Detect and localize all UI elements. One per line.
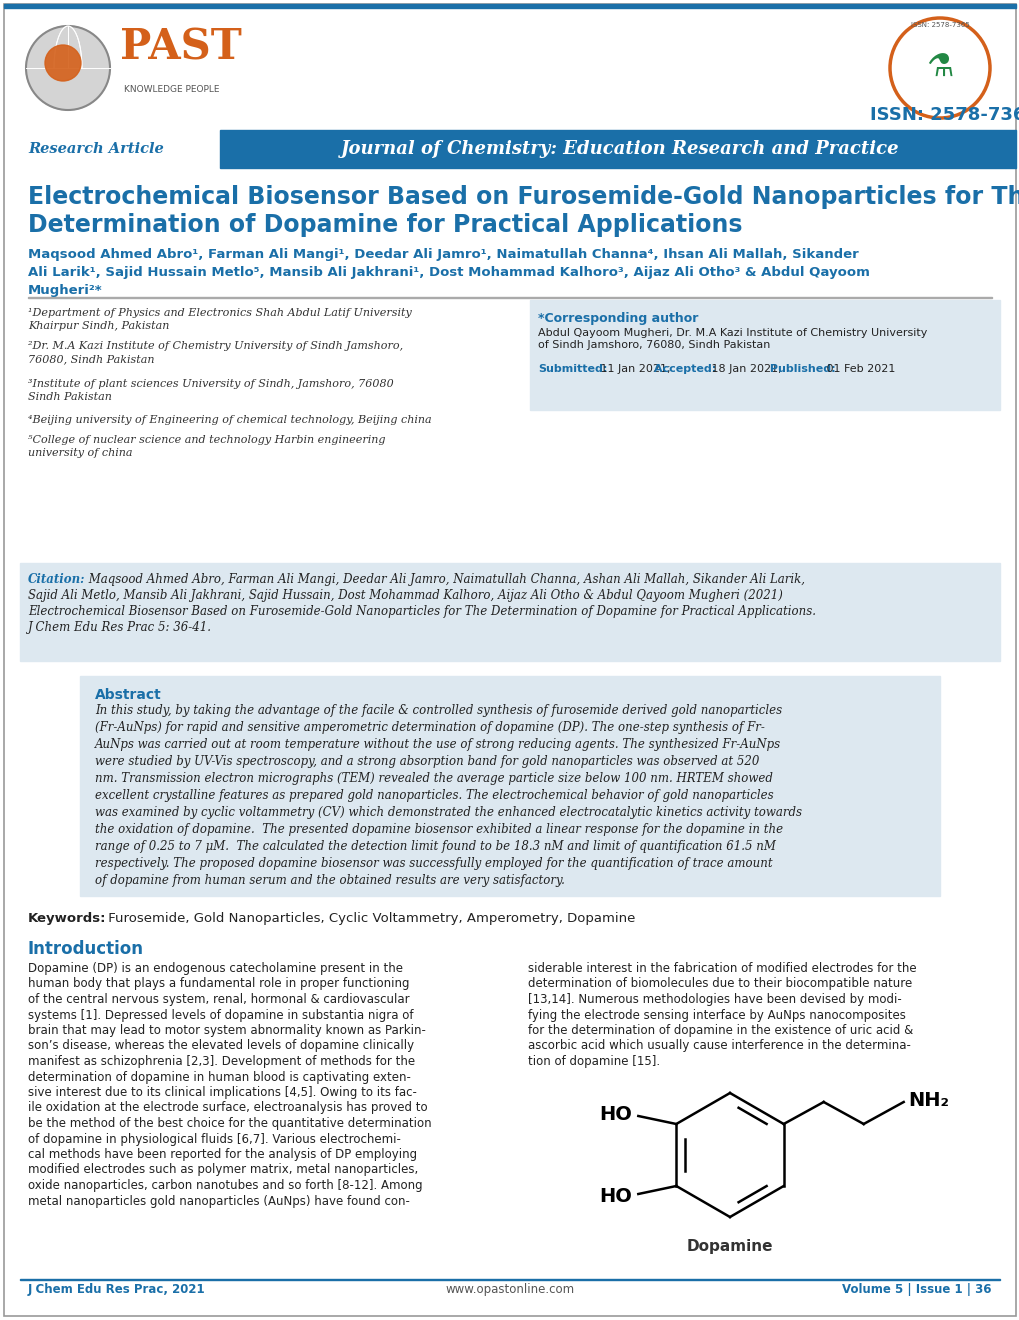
Text: be the method of the best choice for the quantitative determination: be the method of the best choice for the…	[28, 1117, 431, 1130]
Text: ¹Department of Physics and Electronics Shah Abdul Latif University: ¹Department of Physics and Electronics S…	[28, 308, 412, 318]
Text: HO: HO	[599, 1187, 632, 1205]
Text: ⁵College of nuclear science and technology Harbin engineering: ⁵College of nuclear science and technolo…	[28, 436, 385, 445]
Text: university of china: university of china	[28, 447, 132, 458]
Text: Electrochemical Biosensor Based on Furosemide-Gold Nanoparticles for The: Electrochemical Biosensor Based on Furos…	[28, 185, 1019, 209]
Text: Keywords:: Keywords:	[28, 912, 106, 925]
Text: Abdul Qayoom Mugheri, Dr. M.A Kazi Institute of Chemistry University: Abdul Qayoom Mugheri, Dr. M.A Kazi Insti…	[537, 327, 926, 338]
Text: range of 0.25 to 7 μM.  The calculated the detection limit found to be 18.3 nM a: range of 0.25 to 7 μM. The calculated th…	[95, 840, 775, 853]
Text: siderable interest in the fabrication of modified electrodes for the: siderable interest in the fabrication of…	[528, 962, 916, 975]
Text: ile oxidation at the electrode surface, electroanalysis has proved to: ile oxidation at the electrode surface, …	[28, 1101, 427, 1114]
Text: ISSN: 2578-7365: ISSN: 2578-7365	[910, 22, 968, 28]
Text: respectively. The proposed dopamine biosensor was successfully employed for the : respectively. The proposed dopamine bios…	[95, 857, 771, 870]
Text: the oxidation of dopamine.  The presented dopamine biosensor exhibited a linear : the oxidation of dopamine. The presented…	[95, 822, 783, 836]
Text: excellent crystalline features as prepared gold nanoparticles. The electrochemic: excellent crystalline features as prepar…	[95, 789, 772, 803]
Text: nm. Transmission electron micrographs (TEM) revealed the average particle size b: nm. Transmission electron micrographs (T…	[95, 772, 772, 785]
Text: of the central nervous system, renal, hormonal & cardiovascular: of the central nervous system, renal, ho…	[28, 993, 410, 1006]
Text: was examined by cyclic voltammetry (CV) which demonstrated the enhanced electroc: was examined by cyclic voltammetry (CV) …	[95, 807, 801, 818]
Text: modified electrodes such as polymer matrix, metal nanoparticles,: modified electrodes such as polymer matr…	[28, 1163, 418, 1176]
Text: ascorbic acid which usually cause interference in the determina-: ascorbic acid which usually cause interf…	[528, 1040, 910, 1052]
Text: HO: HO	[599, 1105, 632, 1123]
Text: metal nanoparticles gold nanoparticles (AuNps) have found con-: metal nanoparticles gold nanoparticles (…	[28, 1195, 410, 1208]
Text: Furosemide, Gold Nanoparticles, Cyclic Voltammetry, Amperometry, Dopamine: Furosemide, Gold Nanoparticles, Cyclic V…	[104, 912, 635, 925]
Text: sive interest due to its clinical implications [4,5]. Owing to its fac-: sive interest due to its clinical implic…	[28, 1086, 417, 1100]
Text: 18 Jan 2021;: 18 Jan 2021;	[707, 364, 781, 374]
Text: Determination of Dopamine for Practical Applications: Determination of Dopamine for Practical …	[28, 213, 742, 238]
Text: www.opastonline.com: www.opastonline.com	[445, 1283, 574, 1296]
Text: J Chem Edu Res Prac 5: 36-41.: J Chem Edu Res Prac 5: 36-41.	[28, 620, 212, 634]
Text: brain that may lead to motor system abnormality known as Parkin-: brain that may lead to motor system abno…	[28, 1024, 426, 1038]
Text: Published:: Published:	[765, 364, 835, 374]
Text: Sajid Ali Metlo, Mansib Ali Jakhrani, Sajid Hussain, Dost Mohammad Kalhoro, Aija: Sajid Ali Metlo, Mansib Ali Jakhrani, Sa…	[28, 589, 783, 602]
Text: Dopamine (DP) is an endogenous catecholamine present in the: Dopamine (DP) is an endogenous catechola…	[28, 962, 403, 975]
Text: [13,14]. Numerous methodologies have been devised by modi-: [13,14]. Numerous methodologies have bee…	[528, 993, 901, 1006]
Text: J Chem Edu Res Prac, 2021: J Chem Edu Res Prac, 2021	[28, 1283, 206, 1296]
Text: Sindh Pakistan: Sindh Pakistan	[28, 392, 112, 403]
Text: Maqsood Ahmed Abro¹, Farman Ali Mangi¹, Deedar Ali Jamro¹, Naimatullah Channa⁴, : Maqsood Ahmed Abro¹, Farman Ali Mangi¹, …	[28, 248, 858, 261]
Text: Journal of Chemistry: Education Research and Practice: Journal of Chemistry: Education Research…	[340, 140, 899, 158]
Text: Research Article: Research Article	[28, 143, 164, 156]
Text: KNOWLEDGE PEOPLE: KNOWLEDGE PEOPLE	[124, 86, 219, 95]
Text: ISSN: 2578-7365: ISSN: 2578-7365	[869, 106, 1019, 124]
Text: oxide nanoparticles, carbon nanotubes and so forth [8-12]. Among: oxide nanoparticles, carbon nanotubes an…	[28, 1179, 422, 1192]
Text: cal methods have been reported for the analysis of DP employing: cal methods have been reported for the a…	[28, 1148, 417, 1162]
Text: determination of biomolecules due to their biocompatible nature: determination of biomolecules due to the…	[528, 978, 911, 990]
Text: determination of dopamine in human blood is captivating exten-: determination of dopamine in human blood…	[28, 1071, 411, 1084]
Text: of dopamine from human serum and the obtained results are very satisfactory.: of dopamine from human serum and the obt…	[95, 874, 565, 887]
Text: Abstract: Abstract	[95, 688, 162, 702]
Text: In this study, by taking the advantage of the facile & controlled synthesis of f: In this study, by taking the advantage o…	[95, 704, 782, 717]
Text: Volume 5 | Issue 1 | 36: Volume 5 | Issue 1 | 36	[842, 1283, 991, 1296]
Text: son’s disease, whereas the elevated levels of dopamine clinically: son’s disease, whereas the elevated leve…	[28, 1040, 414, 1052]
Bar	[530, 300, 999, 411]
Text: Khairpur Sindh, Pakistan: Khairpur Sindh, Pakistan	[28, 321, 169, 331]
Text: Dopamine: Dopamine	[686, 1239, 772, 1254]
Text: Introduction: Introduction	[28, 940, 144, 958]
Bar	[4, 4, 1015, 8]
Text: fying the electrode sensing interface by AuNps nanocomposites: fying the electrode sensing interface by…	[528, 1008, 905, 1022]
Text: systems [1]. Depressed levels of dopamine in substantia nigra of: systems [1]. Depressed levels of dopamin…	[28, 1008, 413, 1022]
Text: of Sindh Jamshoro, 76080, Sindh Pakistan: of Sindh Jamshoro, 76080, Sindh Pakistan	[537, 341, 769, 350]
Text: of dopamine in physiological fluids [6,7]. Various electrochemi-: of dopamine in physiological fluids [6,7…	[28, 1133, 400, 1146]
Bar	[79, 676, 940, 896]
Circle shape	[890, 18, 989, 117]
Text: (Fr-AuNps) for rapid and sensitive amperometric determination of dopamine (DP). : (Fr-AuNps) for rapid and sensitive amper…	[95, 721, 764, 734]
Text: for the determination of dopamine in the existence of uric acid &: for the determination of dopamine in the…	[528, 1024, 912, 1038]
Text: Mugheri²*: Mugheri²*	[28, 284, 103, 297]
Text: ²Dr. M.A Kazi Institute of Chemistry University of Sindh Jamshoro,: ²Dr. M.A Kazi Institute of Chemistry Uni…	[28, 341, 403, 351]
Bar	[220, 129, 1015, 168]
Text: Ali Larik¹, Sajid Hussain Metlo⁵, Mansib Ali Jakhrani¹, Dost Mohammad Kalhoro³, : Ali Larik¹, Sajid Hussain Metlo⁵, Mansib…	[28, 267, 869, 279]
Text: 01 Feb 2021: 01 Feb 2021	[822, 364, 895, 374]
Text: PAST: PAST	[120, 26, 242, 69]
Text: ³Institute of plant sciences University of Sindh, Jamshoro, 76080: ³Institute of plant sciences University …	[28, 379, 393, 389]
Text: Accepted:: Accepted:	[649, 364, 715, 374]
Circle shape	[45, 45, 81, 81]
Text: Submitted:: Submitted:	[537, 364, 606, 374]
Text: NH₂: NH₂	[908, 1090, 949, 1110]
Text: *Corresponding author: *Corresponding author	[537, 312, 698, 325]
Text: AuNps was carried out at room temperature without the use of strong reducing age: AuNps was carried out at room temperatur…	[95, 738, 781, 751]
Text: 11 Jan 2021;: 11 Jan 2021;	[596, 364, 669, 374]
Text: manifest as schizophrenia [2,3]. Development of methods for the: manifest as schizophrenia [2,3]. Develop…	[28, 1055, 415, 1068]
Circle shape	[25, 26, 110, 110]
Text: tion of dopamine [15].: tion of dopamine [15].	[528, 1055, 659, 1068]
Text: Citation:: Citation:	[28, 573, 86, 586]
Bar	[20, 1279, 999, 1280]
Text: 76080, Sindh Pakistan: 76080, Sindh Pakistan	[28, 354, 154, 364]
Text: human body that plays a fundamental role in proper functioning: human body that plays a fundamental role…	[28, 978, 409, 990]
Bar	[20, 564, 999, 661]
Text: Electrochemical Biosensor Based on Furosemide-Gold Nanoparticles for The Determi: Electrochemical Biosensor Based on Furos…	[28, 605, 815, 618]
Text: ⁴Beijing university of Engineering of chemical technology, Beijing china: ⁴Beijing university of Engineering of ch…	[28, 414, 431, 425]
Text: were studied by UV-Vis spectroscopy, and a strong absorption band for gold nanop: were studied by UV-Vis spectroscopy, and…	[95, 755, 758, 768]
Text: ⚗: ⚗	[925, 54, 953, 82]
Text: Maqsood Ahmed Abro, Farman Ali Mangi, Deedar Ali Jamro, Naimatullah Channa, Asha: Maqsood Ahmed Abro, Farman Ali Mangi, De…	[85, 573, 804, 586]
